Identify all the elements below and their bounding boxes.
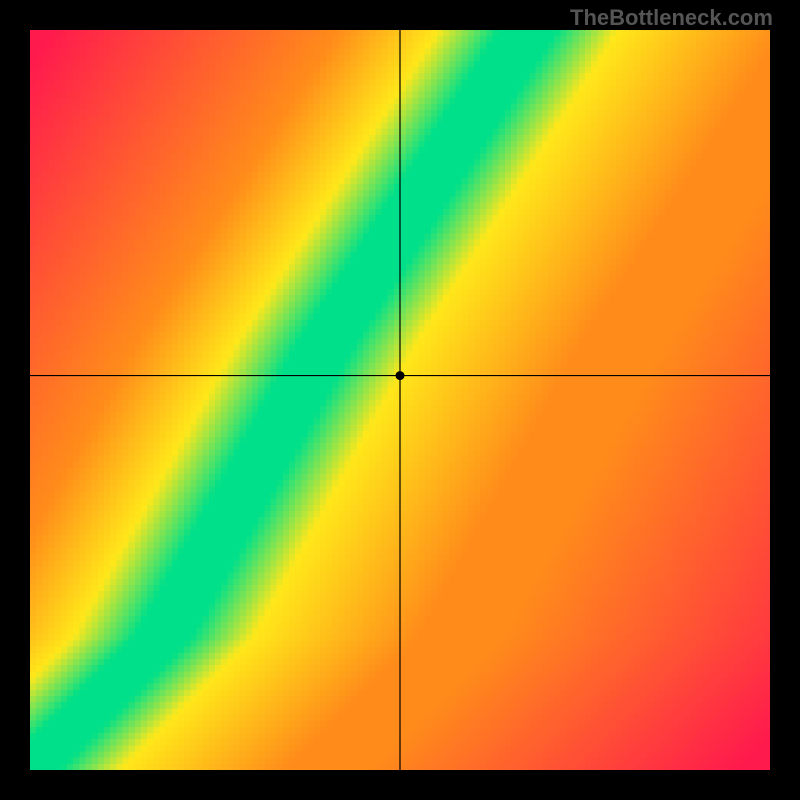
chart-container: TheBottleneck.com (0, 0, 800, 800)
bottleneck-heatmap (30, 30, 770, 770)
watermark-text: TheBottleneck.com (570, 5, 773, 31)
